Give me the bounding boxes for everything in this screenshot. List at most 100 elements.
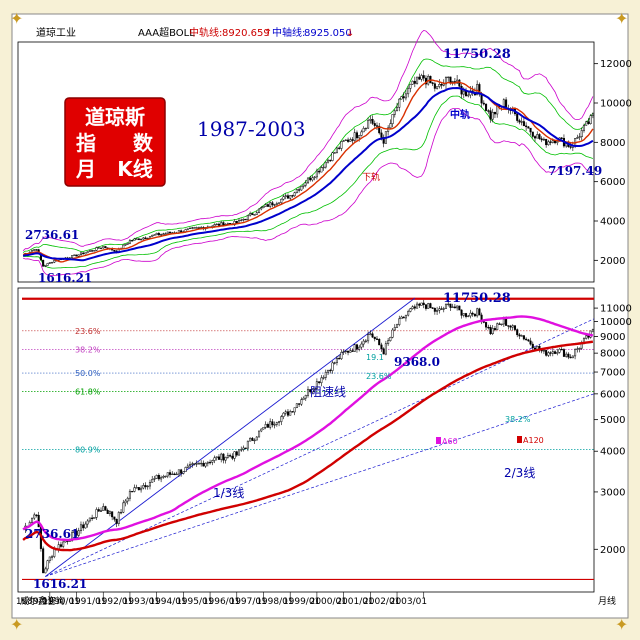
candle-body [429, 75, 432, 83]
candle-body [226, 455, 229, 458]
candle-body [111, 511, 114, 518]
upper-value: 8920.659 [222, 28, 270, 39]
candle-body [411, 80, 414, 85]
candle-body [260, 428, 263, 432]
candle-body [137, 487, 140, 491]
candle-body [522, 335, 525, 340]
x-tick-label: 1999/01 [283, 597, 320, 607]
candle-body [77, 254, 80, 257]
top-recent-low-label: 7197.49 [548, 164, 602, 178]
candle-body [545, 138, 548, 146]
candle-body [393, 327, 396, 331]
candle-body [82, 524, 85, 529]
candle-body [489, 326, 492, 334]
candle-body [404, 314, 407, 319]
candle-body [533, 136, 537, 139]
candle-body [431, 307, 434, 309]
candle-body [424, 304, 427, 309]
candle-body [458, 305, 461, 311]
candle-body [126, 242, 129, 245]
candle-body [128, 490, 131, 499]
candle-body [229, 455, 232, 457]
candle-body [62, 541, 65, 547]
candle-body [393, 110, 396, 115]
candle-body [416, 303, 419, 309]
candle-body [280, 198, 283, 203]
fib-level-label: 80.9% [75, 445, 101, 454]
candle-body [278, 202, 281, 204]
candle-body [289, 195, 292, 199]
candle-body [369, 333, 372, 335]
candle-body [329, 369, 332, 372]
candle-body [84, 252, 87, 255]
candle-body [391, 114, 394, 124]
star-icon: ✦ [615, 615, 628, 634]
candle-body [275, 422, 278, 425]
candle-body [400, 96, 403, 100]
candle-body [95, 247, 98, 251]
candle-body [99, 510, 103, 512]
candle-body [217, 456, 221, 460]
candle-body [30, 517, 34, 523]
index-name: 道琼工业 [36, 26, 76, 39]
candle-body [271, 421, 274, 426]
candle-body [420, 302, 423, 306]
candle-body [215, 456, 218, 459]
candle-body [251, 437, 254, 441]
candle-body [342, 351, 345, 353]
candle-body [442, 83, 445, 86]
x-tick-label: 1990/01 [43, 597, 80, 607]
candle-body [333, 152, 336, 154]
candle-body [151, 234, 154, 237]
candle-body [217, 223, 221, 226]
candle-body [344, 350, 347, 353]
candle-body [527, 126, 530, 129]
candle-body [438, 84, 441, 87]
candle-body [531, 131, 534, 137]
candle-body [387, 340, 390, 344]
candle-body [476, 84, 479, 96]
candle-body [360, 131, 363, 136]
candle-body [318, 381, 321, 384]
x-tick-label: 2003/01 [390, 597, 427, 607]
candle-body [122, 244, 125, 249]
candle-body [269, 421, 272, 428]
candle-body [99, 247, 103, 250]
candle-body [155, 233, 158, 236]
candle-body [482, 321, 485, 323]
candle-body [516, 329, 519, 336]
candle-body [197, 463, 200, 465]
candle-body [444, 303, 448, 309]
candle-body [536, 134, 539, 139]
candle-body [529, 340, 532, 345]
fib-level-label: 38.2% [75, 346, 101, 355]
candle-body [264, 424, 267, 428]
top-moving-averages [22, 79, 594, 263]
candle-body [311, 177, 314, 181]
candle-body [306, 177, 310, 184]
candle-body [173, 473, 176, 476]
ma-long-line [22, 86, 594, 262]
frame-stars: ✦ ✦ ✦ ✦ [10, 9, 628, 634]
x-axis-bg [18, 593, 594, 607]
candle-body [362, 340, 365, 345]
candle-body [493, 112, 496, 115]
midline-tag: 中轨 [450, 108, 470, 121]
candle-body [422, 302, 425, 305]
candle-body [398, 318, 401, 325]
candle-body [126, 497, 129, 502]
candle-body [246, 214, 249, 220]
candle-body [569, 146, 572, 148]
candle-body [487, 326, 490, 329]
candle-body [282, 412, 285, 417]
candle-body [440, 308, 443, 310]
candle-body [237, 449, 241, 456]
candle-body [491, 112, 494, 120]
candle-body [447, 303, 450, 306]
candle-body [464, 313, 468, 317]
candle-body [42, 259, 45, 267]
candle-body [304, 395, 307, 399]
ma60-label: A60 [442, 437, 458, 446]
candle-body [460, 85, 463, 95]
ma60-line [22, 315, 594, 542]
